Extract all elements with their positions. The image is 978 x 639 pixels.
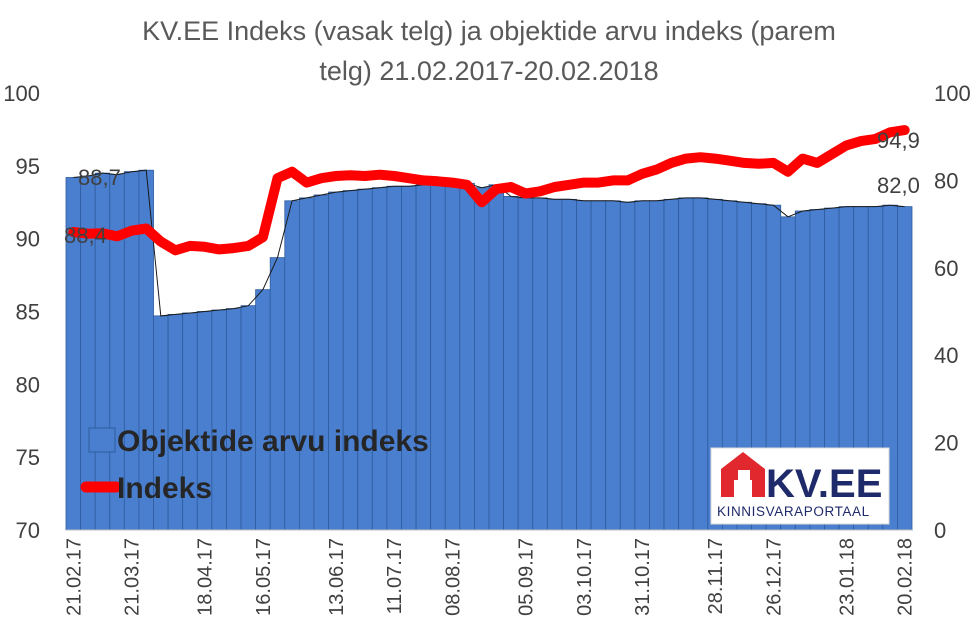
bar [459, 182, 475, 531]
x-tick-label: 05.09.17 [516, 538, 538, 616]
bar [649, 200, 665, 531]
bar [240, 305, 257, 531]
left-tick-label: 100 [3, 81, 40, 106]
right-tick-label: 0 [934, 518, 946, 543]
data-annotations: 88,7 88,4 94,9 82,0 [64, 128, 920, 248]
bar [313, 194, 329, 531]
bar [474, 187, 490, 531]
annotation-line-first: 88,4 [64, 223, 107, 248]
bar [357, 188, 373, 531]
bar [517, 197, 534, 531]
bar [561, 198, 577, 531]
x-tick-label: 20.02.18 [895, 538, 917, 616]
bar [430, 182, 446, 531]
bar [897, 206, 913, 531]
bar [692, 197, 709, 531]
bar [663, 198, 680, 531]
index-line-series [68, 125, 910, 256]
x-tick-label: 31.10.17 [632, 538, 654, 616]
left-tick-label: 75 [16, 445, 40, 470]
logo-brand: KV.EE [766, 462, 882, 506]
right-tick-label: 60 [934, 256, 958, 281]
bar [284, 200, 300, 531]
bar [605, 200, 621, 531]
bar [678, 197, 694, 531]
x-tick-label: 26.12.17 [763, 538, 785, 616]
left-tick-label: 95 [16, 154, 40, 179]
annotation-line-last: 94,9 [877, 128, 920, 153]
legend-swatch-bars [88, 427, 116, 453]
x-tick-label: 13.06.17 [326, 538, 348, 616]
bar [328, 191, 344, 531]
bar [255, 289, 271, 531]
x-axis: 21.02.17 21.03.17 18.04.17 16.05.17 13.06.17… [63, 529, 917, 616]
chart-title-line-2: telg) 21.02.2017-20.02.2018 [319, 56, 658, 86]
annotation-bar-last: 82,0 [877, 173, 920, 198]
x-tick-label: 21.02.17 [63, 538, 85, 616]
x-tick-label: 11.07.17 [384, 538, 406, 614]
left-tick-label: 70 [16, 518, 40, 543]
bar [590, 200, 607, 531]
bar [488, 184, 504, 531]
bar [576, 200, 592, 531]
right-axis: 0 20 40 60 80 100 [934, 81, 971, 543]
left-axis: 70 75 80 85 90 95 100 [3, 81, 40, 543]
bar-trend-polyline [73, 169, 905, 317]
x-tick-label: 16.05.17 [253, 538, 275, 616]
bar [342, 190, 359, 531]
x-tick-label: 18.04.17 [195, 538, 217, 616]
legend: Objektide arvu indeks Indeks [80, 425, 429, 505]
kv-ee-logo: KV.EE KINNISVARAPORTAAL [710, 447, 890, 525]
bar [546, 198, 563, 531]
bar [634, 200, 650, 531]
chart-title-line-1: KV.EE Indeks (vasak telg) ja objektide a… [142, 16, 836, 46]
bar [371, 187, 388, 531]
left-tick-label: 90 [16, 227, 40, 252]
bar [415, 184, 432, 531]
logo-tagline: KINNISVARAPORTAAL [717, 504, 870, 519]
legend-label-line: Indeks [117, 472, 212, 505]
bar [298, 197, 315, 531]
chart-title: KV.EE Indeks (vasak telg) ja objektide a… [142, 16, 836, 86]
x-tick-label: 23.01.18 [836, 538, 858, 616]
bar [503, 196, 519, 531]
bar [401, 185, 417, 531]
right-tick-label: 100 [934, 81, 971, 106]
right-tick-label: 80 [934, 168, 958, 193]
bar-trend-line [73, 169, 905, 317]
right-tick-label: 40 [934, 343, 958, 368]
bar [211, 309, 227, 531]
x-tick-label: 08.08.17 [443, 538, 465, 616]
bar [386, 185, 402, 531]
x-tick-label: 21.03.17 [122, 538, 144, 616]
x-tick-label: 03.10.17 [574, 538, 596, 616]
bar [444, 184, 461, 531]
x-tick-label: 28.11.17 [705, 538, 727, 614]
right-tick-label: 20 [934, 431, 958, 456]
legend-label-bars: Objektide arvu indeks [117, 425, 429, 458]
bar [532, 197, 548, 531]
index-line [68, 125, 910, 256]
left-tick-label: 85 [16, 300, 40, 325]
house-icon [721, 452, 765, 497]
left-tick-label: 80 [16, 372, 40, 397]
annotation-bar-first: 88,7 [78, 165, 121, 190]
bar [619, 201, 636, 531]
bar [269, 257, 286, 531]
bar [226, 308, 242, 531]
